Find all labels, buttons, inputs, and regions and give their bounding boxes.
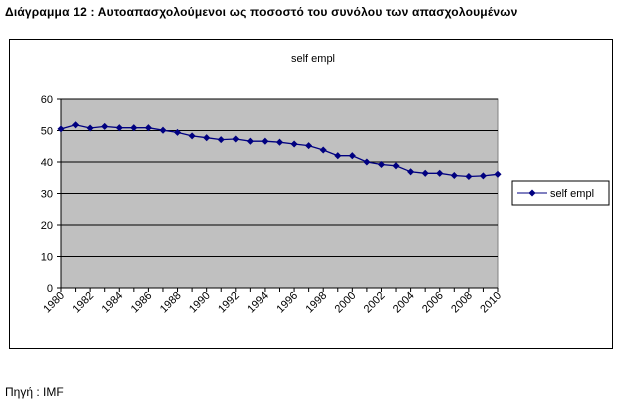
legend-label: self empl (550, 188, 594, 200)
data-point-2002 (377, 160, 386, 169)
data-point-1988 (173, 128, 182, 136)
x-tick-label: 2000 (333, 290, 359, 316)
data-point-1982 (86, 124, 94, 132)
data-point-2004 (407, 168, 415, 176)
x-tick-label: 1998 (304, 290, 330, 316)
line-chart: self empl 0 10 20 30 40 50 60 1980 1982 1984 1986… (41, 53, 610, 316)
data-point-2005 (421, 169, 429, 177)
y-tick-label: 10 (41, 252, 53, 264)
x-tick-label: 1984 (100, 290, 126, 316)
x-tick-label: 1994 (245, 290, 271, 316)
x-tick-label: 1988 (158, 290, 184, 316)
data-point-1995 (275, 138, 284, 146)
data-point-1994 (261, 137, 269, 145)
data-point-1987 (159, 126, 167, 134)
x-tick-label: 1980 (41, 290, 67, 316)
chart-frame: self empl 0 10 20 30 40 50 60 1980 1982 1984 1986… (9, 39, 613, 349)
x-tick-label: 1996 (274, 290, 300, 316)
chart-title: self empl (291, 53, 335, 65)
x-tick-label: 1986 (129, 290, 155, 316)
data-point-1983 (101, 122, 109, 130)
x-tick-label: 1982 (70, 290, 96, 316)
data-point-1984 (115, 124, 123, 132)
data-point-1992 (232, 135, 240, 143)
data-point-2007 (450, 171, 458, 180)
y-tick-label: 60 (41, 94, 53, 106)
x-axis: 1980 1982 1984 1986 1988 1990 1992 1994 1996 1998… (41, 287, 504, 316)
data-point-2006 (436, 169, 444, 177)
legend: self empl (511, 180, 610, 206)
data-point-1991 (217, 136, 225, 144)
x-tick-label: 2002 (362, 290, 388, 316)
x-tick-label: 1990 (187, 290, 213, 316)
data-point-1986 (144, 124, 152, 132)
y-axis: 0 10 20 30 40 50 60 (41, 94, 62, 295)
data-point-1990 (203, 134, 211, 142)
data-point-2000 (348, 152, 356, 160)
data-point-1985 (130, 124, 138, 132)
data-point-2009 (479, 172, 487, 180)
data-point-1999 (334, 152, 342, 160)
x-tick-label: 2008 (449, 290, 475, 316)
data-point-1996 (290, 140, 298, 148)
data-point-2001 (363, 158, 371, 166)
y-tick-label: 20 (41, 220, 53, 232)
x-tick-label: 2006 (420, 290, 446, 316)
source-note: Πηγή : IMF (5, 385, 64, 399)
x-tick-label: 2010 (478, 290, 504, 316)
x-tick-label: 1992 (216, 290, 242, 316)
data-point-1989 (188, 132, 196, 140)
data-point-2008 (465, 172, 473, 181)
y-tick-label: 50 (41, 126, 53, 138)
data-point-1993 (246, 137, 254, 145)
series-self-empl (57, 121, 502, 181)
legend-diamond-marker (528, 189, 536, 197)
y-tick-label: 0 (47, 283, 53, 295)
data-point-2003 (392, 162, 400, 170)
data-point-2010 (494, 170, 502, 178)
y-tick-label: 40 (41, 157, 53, 169)
data-point-1997 (305, 142, 313, 150)
page-title: Διάγραμμα 12 : Αυτοαπασχολούμενοι ως ποσ… (5, 5, 518, 19)
y-tick-label: 30 (41, 189, 53, 201)
x-tick-label: 2004 (391, 290, 417, 316)
data-point-1998 (319, 146, 327, 154)
